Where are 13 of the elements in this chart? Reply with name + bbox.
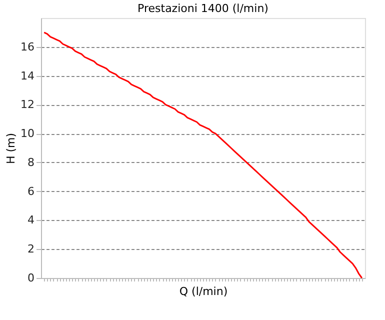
y-tick-label: 10 (20, 127, 34, 140)
y-tick-label: 8 (28, 156, 34, 169)
y-tick-label: 2 (28, 242, 34, 256)
y-tick-label: 16 (20, 40, 34, 54)
y-tick-label: 14 (20, 69, 34, 82)
x-axis-title: Q (l/min) (179, 285, 228, 298)
y-tick-label: 12 (20, 98, 34, 112)
y-tick-label: 4 (28, 214, 34, 227)
y-axis-title: H (m) (4, 132, 18, 164)
y-tick-label: 6 (28, 184, 34, 198)
y-tick-label: 0 (28, 272, 34, 284)
line-series (43, 32, 363, 279)
chart-title: Prestazioni 1400 (l/min) (138, 2, 268, 15)
